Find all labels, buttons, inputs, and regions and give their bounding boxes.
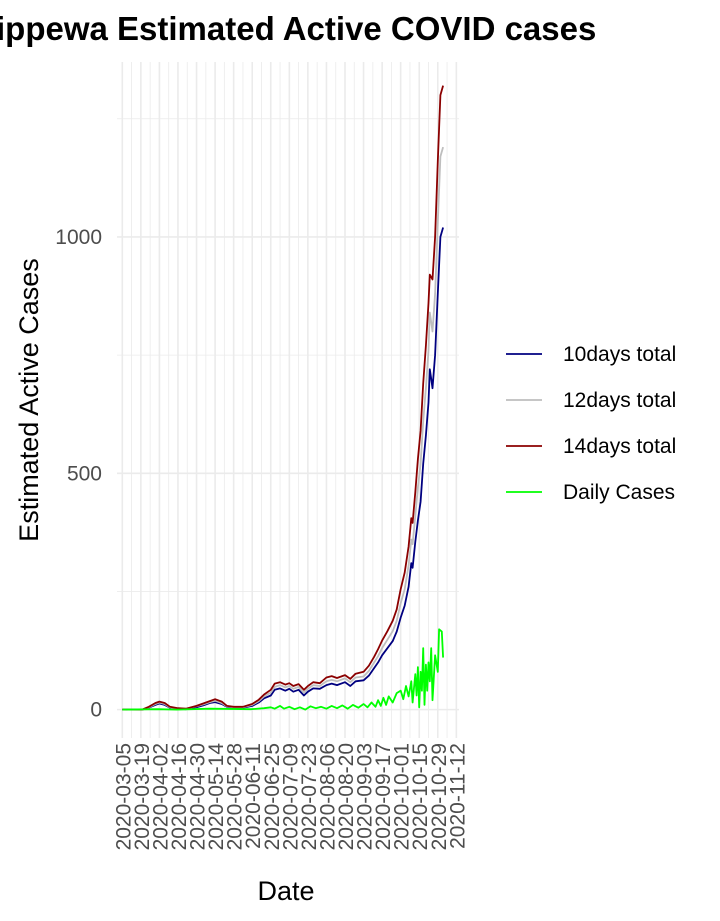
x-tick-label: 2020-04-02 (149, 743, 172, 850)
chart-title: ippewa Estimated Active COVID cases (0, 10, 596, 47)
legend-label: 10days total (563, 343, 676, 366)
x-tick-label: 2020-08-06 (316, 743, 339, 850)
x-axis-ticks: 2020-03-052020-03-192020-04-022020-04-16… (112, 743, 469, 851)
legend: 10days total 12days total 14days total Dail… (506, 343, 676, 504)
x-tick-label: 2020-06-11 (242, 743, 265, 849)
x-tick-label: 2020-03-05 (112, 743, 135, 850)
y-axis-ticks: 0 500 1000 (55, 226, 102, 722)
series-line (122, 628, 444, 711)
x-tick-label: 2020-04-30 (187, 743, 210, 850)
x-tick-label: 2020-09-03 (354, 743, 377, 850)
y-axis-title: Estimated Active Cases (14, 258, 44, 542)
x-tick-label: 2020-05-28 (224, 743, 247, 850)
x-tick-label: 2020-07-09 (279, 743, 302, 850)
series-line (122, 85, 444, 711)
x-tick-label: 2020-04-16 (168, 743, 191, 850)
x-tick-label: 2020-10-29 (428, 743, 451, 850)
grid-minor (117, 62, 459, 738)
x-tick-label: 2020-06-25 (261, 743, 284, 850)
series-layer (122, 85, 444, 711)
x-axis-title: Date (257, 876, 314, 906)
x-tick-label: 2020-10-15 (409, 743, 432, 850)
legend-label: 12days total (563, 389, 676, 412)
x-tick-label: 2020-10-01 (391, 743, 414, 850)
legend-label: Daily Cases (563, 481, 675, 504)
x-tick-label: 2020-07-23 (298, 743, 321, 850)
y-tick-label: 0 (90, 699, 102, 722)
x-tick-label: 2020-09-17 (372, 743, 395, 850)
y-tick-label: 500 (67, 462, 102, 485)
grid-major (117, 62, 459, 738)
x-tick-label: 2020-05-14 (205, 743, 228, 851)
x-tick-label: 2020-08-20 (335, 743, 358, 850)
y-tick-label: 1000 (55, 226, 102, 249)
series-line (122, 227, 444, 711)
x-tick-label: 2020-03-19 (131, 743, 154, 850)
legend-label: 14days total (563, 435, 676, 458)
x-tick-label: 2020-11-12 (446, 743, 469, 849)
